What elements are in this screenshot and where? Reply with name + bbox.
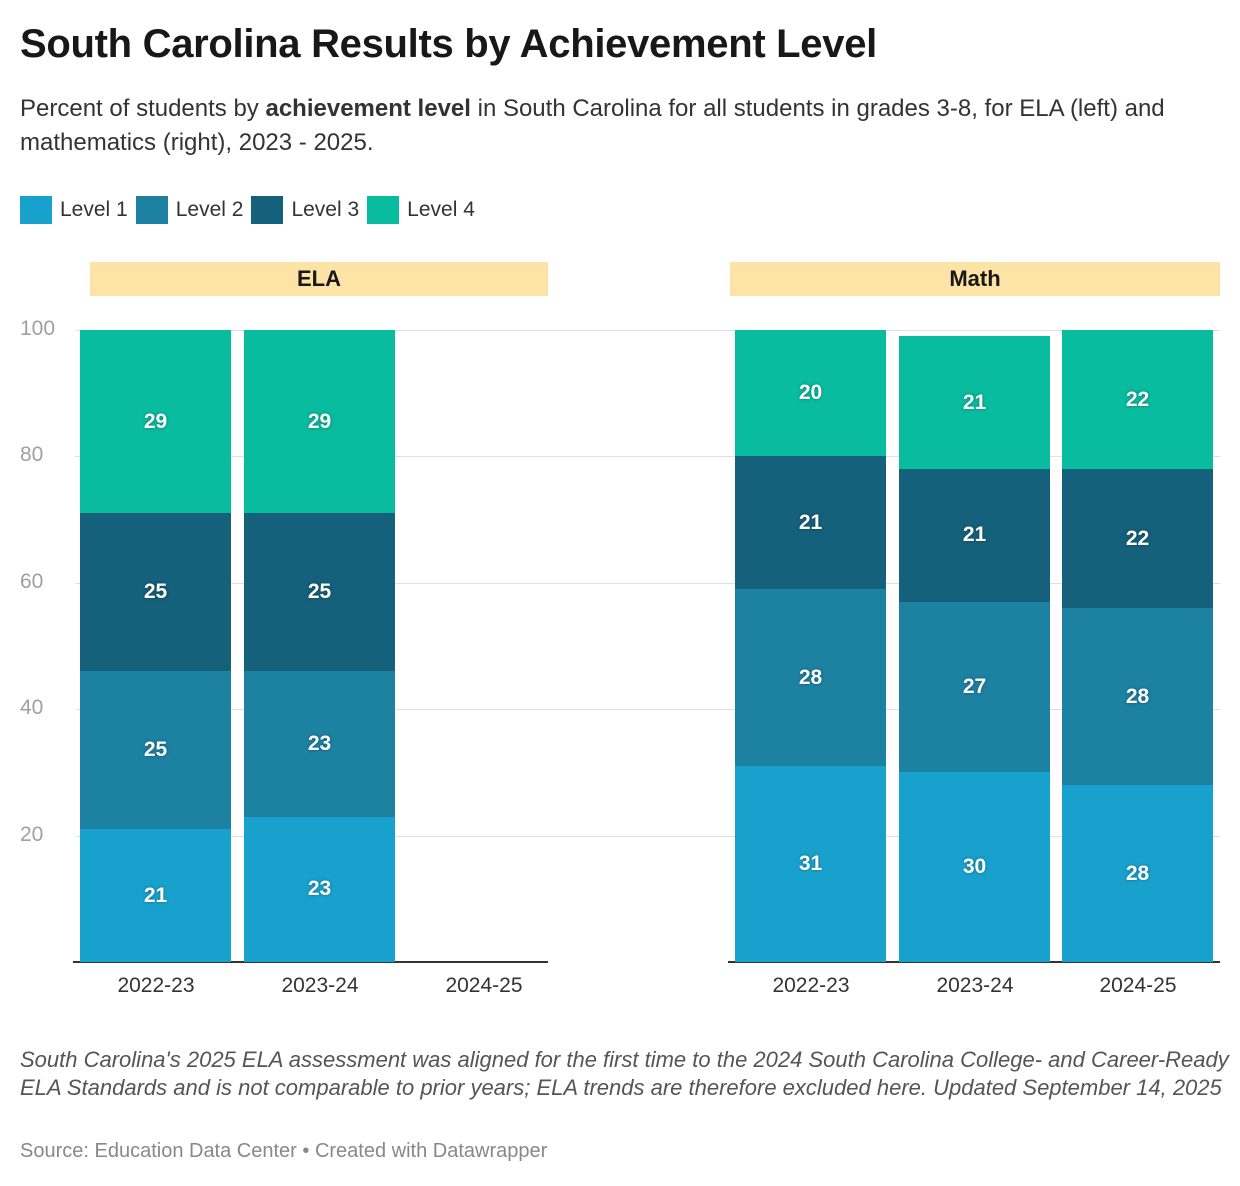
bar-segment	[244, 816, 395, 962]
legend-swatch	[251, 196, 284, 224]
legend-item: Level 1	[20, 196, 128, 224]
value-label: 28	[1125, 861, 1150, 885]
value-label: 21	[143, 883, 168, 907]
footnote: South Carolina's 2025 ELA assessment was…	[20, 1047, 1229, 1100]
legend: Level 1 Level 2 Level 3 Level 4	[20, 196, 483, 224]
legend-label: Level 2	[175, 198, 244, 221]
legend-swatch	[135, 196, 168, 224]
subtitle-bold: achievement level	[265, 95, 471, 122]
value-label: 28	[1125, 684, 1150, 708]
bar-segment	[899, 772, 1050, 962]
value-label: 29	[307, 409, 332, 433]
value-label: 22	[1125, 387, 1150, 411]
y-tick-label: 40	[20, 696, 44, 720]
bar-segment	[735, 330, 886, 457]
bar-segment	[244, 513, 395, 672]
bar-segment	[80, 671, 231, 830]
bar-segment	[244, 330, 395, 514]
value-label: 23	[307, 877, 332, 901]
value-label: 25	[307, 580, 332, 604]
source-line: Source: Education Data Center • Created …	[20, 1140, 548, 1162]
bar-segment	[80, 330, 231, 514]
bar-segment	[899, 469, 1050, 602]
subtitle-text-end: in South Carolina for all students in gr…	[20, 95, 1165, 156]
value-label: 21	[798, 510, 823, 534]
bar-segment	[1062, 330, 1213, 470]
y-tick-label: 20	[20, 822, 44, 846]
chart-title: South Carolina Results by Achievement Le…	[20, 22, 877, 66]
y-tick-label: 100	[20, 317, 56, 340]
value-label: 21	[962, 390, 987, 414]
bar-segment	[899, 336, 1050, 470]
x-tick-label: 2022-23	[772, 974, 850, 997]
bar-segment	[1062, 469, 1213, 609]
value-label: 25	[143, 580, 168, 604]
value-label: 28	[798, 665, 823, 689]
gridline	[75, 330, 1220, 331]
bar-segment	[80, 829, 231, 962]
x-tick-label: 2024-25	[445, 974, 523, 997]
baseline	[73, 961, 548, 963]
value-label: 20	[798, 381, 823, 405]
bar-segment	[735, 766, 886, 962]
panel-header: Math	[730, 262, 1220, 296]
value-label: 25	[143, 738, 168, 762]
value-label: 22	[1125, 526, 1150, 550]
legend-item: Level 4	[367, 196, 475, 224]
legend-swatch	[20, 196, 52, 224]
bar-segment	[735, 456, 886, 590]
value-label: 27	[962, 675, 987, 699]
gridline	[75, 456, 1220, 458]
x-tick-label: 2023-24	[281, 974, 359, 997]
panel-header: ELA	[90, 262, 548, 296]
x-tick-label: 2023-24	[936, 974, 1014, 997]
baseline	[728, 961, 1220, 963]
legend-item: Level 2	[135, 196, 244, 224]
legend-label: Level 3	[291, 198, 360, 221]
bar-segment	[244, 671, 395, 817]
bar-segment	[899, 601, 1050, 773]
legend-label: Level 1	[60, 198, 128, 221]
x-tick-label: 2024-25	[1099, 974, 1177, 997]
gridline	[75, 709, 1220, 711]
value-label: 23	[307, 731, 332, 755]
value-label: 29	[143, 409, 168, 433]
value-label: 31	[798, 852, 823, 876]
gridline	[75, 582, 1220, 584]
gridline	[75, 835, 1220, 837]
x-tick-label: 2022-23	[117, 974, 195, 997]
legend-swatch	[367, 196, 400, 224]
value-label: 30	[962, 855, 987, 879]
y-tick-label: 80	[20, 443, 44, 467]
value-label: 21	[962, 523, 987, 547]
y-tick-label: 60	[20, 569, 44, 593]
subtitle-text: Percent of students by	[20, 95, 266, 122]
bar-segment	[735, 589, 886, 767]
chart-subtitle: Percent of students by achievement level…	[20, 92, 1225, 160]
legend-item: Level 3	[251, 196, 359, 224]
bar-segment	[80, 513, 231, 672]
bar-segment	[1062, 608, 1213, 786]
bar-segment	[1062, 785, 1213, 962]
legend-label: Level 4	[407, 198, 475, 221]
